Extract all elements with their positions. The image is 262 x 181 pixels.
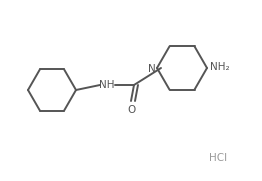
Text: HCl: HCl (209, 153, 227, 163)
Text: NH: NH (99, 80, 115, 90)
Text: N: N (148, 64, 156, 74)
Text: O: O (128, 105, 136, 115)
Text: NH₂: NH₂ (210, 62, 230, 72)
